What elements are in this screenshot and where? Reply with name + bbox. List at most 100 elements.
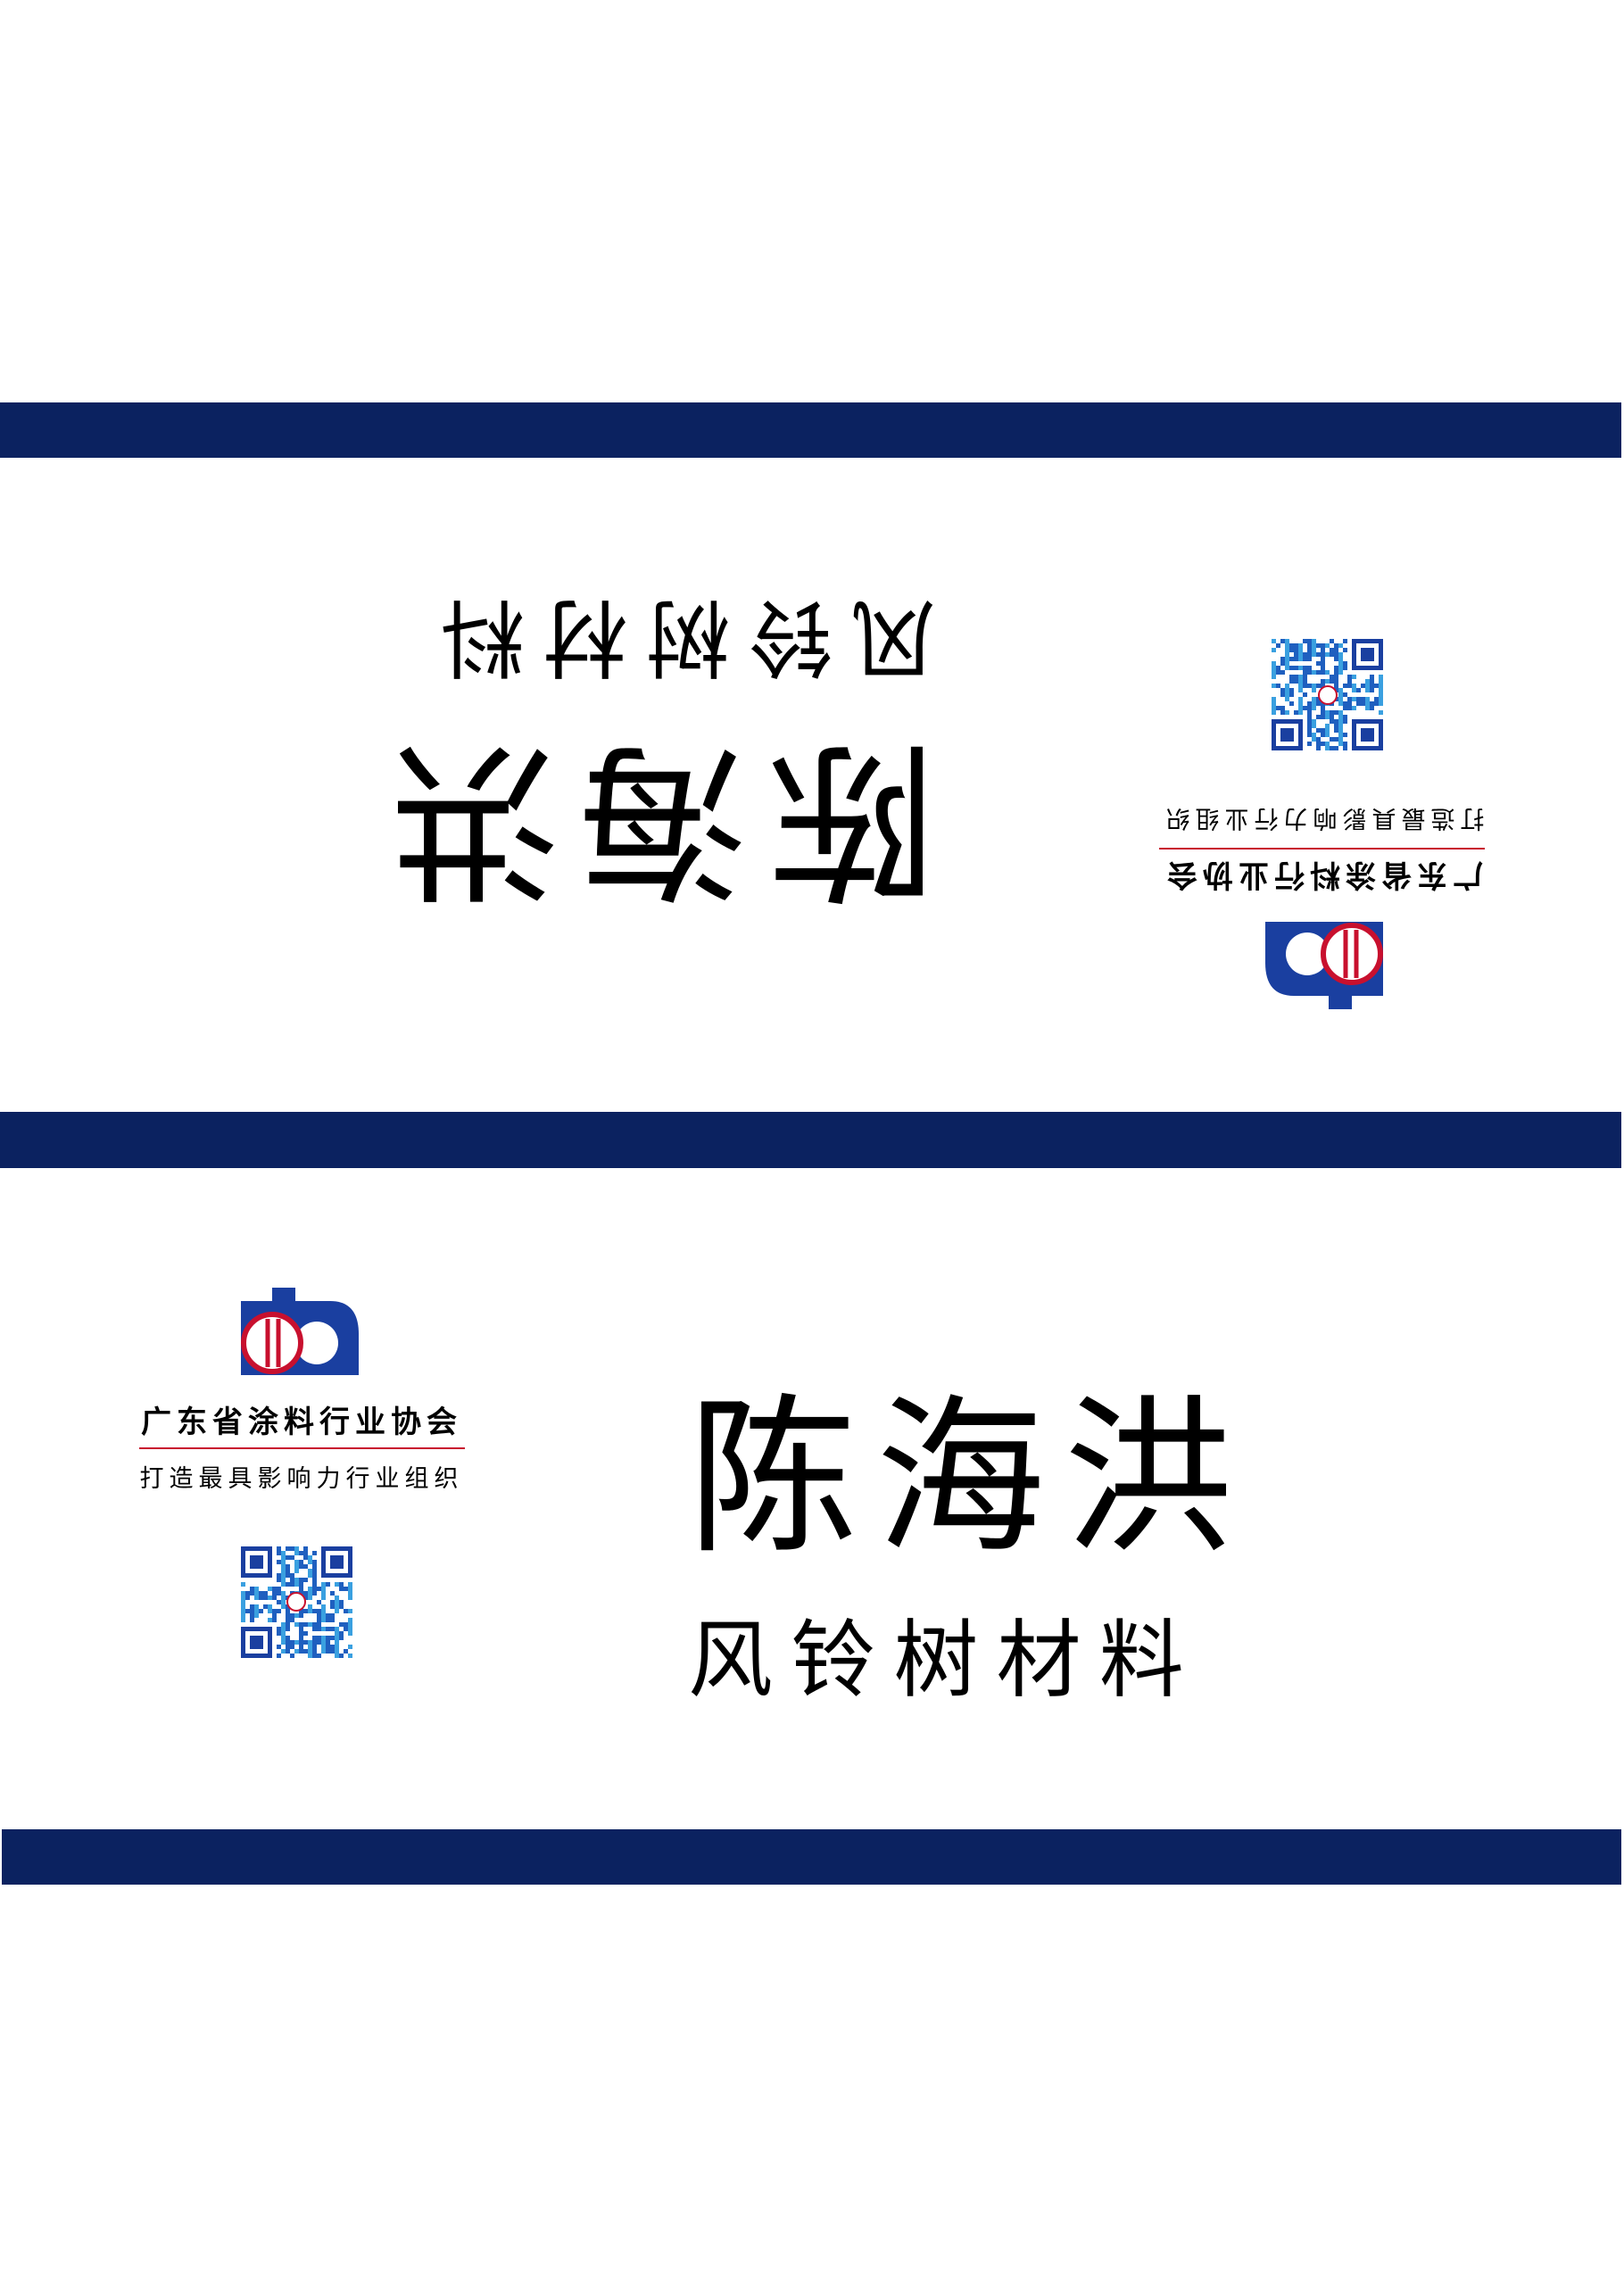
qr-module [1321, 715, 1325, 719]
qr-module [1338, 719, 1343, 724]
qr-module [1316, 701, 1321, 706]
qr-module [281, 1555, 286, 1560]
qr-module [1365, 697, 1370, 701]
qr-module [321, 1627, 326, 1631]
qr-module [1294, 675, 1298, 679]
qr-module [1307, 719, 1312, 724]
qr-module [1379, 688, 1383, 692]
qr-module [1338, 715, 1343, 719]
association-logo [241, 1288, 359, 1375]
qr-module [1325, 643, 1330, 648]
qr-module [299, 1609, 303, 1613]
qr-module [1352, 706, 1356, 710]
qr-module [1316, 661, 1321, 666]
qr-module [1289, 688, 1294, 692]
qr-module [321, 1604, 326, 1609]
qr-module [1347, 675, 1352, 679]
qr-module [241, 1604, 245, 1609]
qr-module [1298, 643, 1303, 648]
qr-module [1272, 639, 1276, 643]
qr-module [335, 1609, 339, 1613]
qr-module [312, 1654, 317, 1658]
qr-module [1289, 666, 1294, 670]
qr-module [294, 1569, 299, 1573]
qr-module [326, 1640, 330, 1645]
qr-module [245, 1596, 250, 1600]
qr-module [303, 1546, 308, 1551]
qr-module [1298, 657, 1303, 661]
qr-module [299, 1587, 303, 1591]
qr-module [241, 1596, 245, 1600]
qr-module [277, 1627, 281, 1631]
qr-module [335, 1640, 339, 1645]
qr-module [1303, 706, 1307, 710]
qr-module [317, 1613, 321, 1618]
qr-module [317, 1627, 321, 1631]
qr-module [1330, 679, 1334, 684]
qr-module [250, 1587, 254, 1591]
qr-module [294, 1560, 299, 1564]
qr-module [1272, 670, 1276, 675]
qr-module [286, 1573, 290, 1578]
qr-module [1285, 648, 1289, 652]
qr-module [308, 1645, 312, 1649]
qr-module [1285, 661, 1289, 666]
qr-module [1312, 733, 1316, 737]
qr-module [321, 1640, 326, 1645]
qr-module [1312, 652, 1316, 657]
qr-module [1303, 652, 1307, 657]
qr-module [308, 1587, 312, 1591]
qr-module [326, 1618, 330, 1622]
qr-module [1338, 643, 1343, 648]
qr-center-logo [1318, 685, 1338, 705]
qr-module [303, 1631, 308, 1636]
qr-module [312, 1591, 317, 1596]
qr-module [344, 1627, 348, 1631]
qr-module [250, 1618, 254, 1622]
qr-module [1285, 684, 1289, 688]
qr-module [1298, 710, 1303, 715]
qr-module [1298, 684, 1303, 688]
qr-module [1289, 679, 1294, 684]
qr-module [1370, 706, 1374, 710]
qr-module [1365, 684, 1370, 688]
qr-module [1343, 692, 1347, 697]
qr-module [1298, 701, 1303, 706]
qr-module [1321, 670, 1325, 675]
qr-module [1285, 666, 1289, 670]
qr-module [312, 1578, 317, 1582]
qr-module [1307, 701, 1312, 706]
qr-module [326, 1582, 330, 1587]
qr-module [308, 1555, 312, 1560]
qr-finder-core [250, 1555, 263, 1569]
qr-module [1330, 652, 1334, 657]
qr-module [303, 1596, 308, 1600]
qr-module [308, 1649, 312, 1654]
qr-module [1325, 715, 1330, 719]
qr-module [303, 1555, 308, 1560]
qr-module [1374, 684, 1379, 688]
qr-module [1303, 679, 1307, 684]
qr-finder [1352, 639, 1383, 670]
qr-module [1334, 724, 1338, 728]
qr-module [1379, 697, 1383, 701]
qr-module [335, 1600, 339, 1604]
qr-module [1321, 648, 1325, 652]
qr-module [286, 1645, 290, 1649]
company-name: 风 铃 树 材 料 [688, 1612, 1181, 1710]
qr-module [1347, 684, 1352, 688]
qr-module [290, 1645, 294, 1649]
qr-module [317, 1587, 321, 1591]
qr-module [308, 1560, 312, 1564]
qr-module [1352, 675, 1356, 679]
qr-module [1272, 710, 1276, 715]
qr-module [1347, 697, 1352, 701]
qr-module [281, 1596, 286, 1600]
qr-module [1343, 706, 1347, 710]
qr-module [294, 1578, 299, 1582]
qr-module [277, 1560, 281, 1564]
qr-module [308, 1596, 312, 1600]
qr-module [1325, 724, 1330, 728]
qr-module [312, 1573, 317, 1578]
qr-module [317, 1622, 321, 1627]
